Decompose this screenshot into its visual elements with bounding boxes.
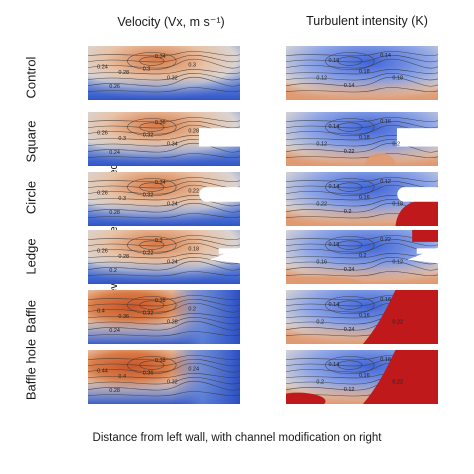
velocity-panel-square: 0.26 0.3 0.32 0.34 0.24 0.28 0.36 bbox=[88, 112, 240, 166]
contour-label: 0.32 bbox=[143, 192, 154, 198]
velocity-panel-ledge: 0.26 0.28 0.22 0.24 0.2 0.18 0.3 bbox=[88, 230, 240, 284]
contour-label: 0.12 bbox=[380, 179, 391, 185]
contour-label: 0.38 bbox=[155, 298, 166, 304]
contour-label: 0.4 bbox=[118, 374, 126, 380]
turbulence-column-title: Turbulent intensity (K) bbox=[306, 14, 428, 28]
contour-label: 0.14 bbox=[329, 184, 340, 190]
contour-label: 0.18 bbox=[380, 357, 391, 363]
contour-label: 0.32 bbox=[143, 310, 154, 316]
contour-label: 0.2 bbox=[392, 141, 400, 147]
contour-label: 0.24 bbox=[344, 327, 355, 333]
velocity-panel-baffle: 0.4 0.36 0.32 0.28 0.24 0.2 0.38 bbox=[88, 290, 240, 344]
turbulence-panel-ledge: 0.18 0.2 0.22 0.16 0.12 0.24 bbox=[286, 230, 438, 284]
contour-label: 0.22 bbox=[188, 189, 199, 195]
contour-label: 0.14 bbox=[329, 302, 340, 308]
contour-label: 0.16 bbox=[359, 373, 370, 379]
contour-label: 0.32 bbox=[167, 379, 178, 385]
contour-label: 0.22 bbox=[316, 201, 327, 207]
contour-label: 0.28 bbox=[118, 70, 129, 76]
contour-label: 0.24 bbox=[188, 367, 199, 373]
contour-label: 0.16 bbox=[329, 58, 340, 64]
contour-label: 0.28 bbox=[109, 388, 120, 394]
contour-label: 0.18 bbox=[392, 201, 403, 207]
contour-label: 0.24 bbox=[109, 328, 120, 334]
contour-label: 0.34 bbox=[155, 180, 166, 186]
contour-label: 0.3 bbox=[188, 63, 196, 69]
contour-label: 0.12 bbox=[344, 387, 355, 393]
contour-label: 0.44 bbox=[97, 369, 108, 375]
contour-label: 0.26 bbox=[97, 249, 108, 255]
velocity-column-title: Velocity (Vx, m s⁻¹) bbox=[117, 15, 225, 29]
contour-label: 0.22 bbox=[344, 149, 355, 155]
contour-label: 0.36 bbox=[118, 314, 129, 320]
contour-label: 0.12 bbox=[316, 141, 327, 147]
contour-label: 0.3 bbox=[118, 196, 126, 202]
contour-label: 0.3 bbox=[118, 136, 126, 142]
contour-label: 0.2 bbox=[109, 268, 117, 274]
x-axis-label: Distance from left wall, with channel mo… bbox=[92, 432, 382, 444]
contour-label: 0.26 bbox=[97, 131, 108, 137]
contour-label: 0.24 bbox=[167, 201, 178, 207]
contour-label: 0.22 bbox=[380, 237, 391, 243]
contour-label: 0.14 bbox=[380, 53, 391, 59]
contour-label: 0.3 bbox=[155, 238, 163, 244]
contour-label: 0.22 bbox=[143, 250, 154, 256]
contour-label: 0.24 bbox=[97, 65, 108, 71]
turbulence-panel-baffle-hole: 0.14 0.16 0.18 0.2 0.22 0.12 bbox=[286, 350, 438, 404]
velocity-panel-circle: 0.26 0.3 0.32 0.24 0.28 0.22 0.34 bbox=[88, 172, 240, 226]
contour-label: 0.16 bbox=[380, 119, 391, 125]
contour-label: 0.36 bbox=[155, 120, 166, 126]
contour-label: 0.16 bbox=[359, 313, 370, 319]
contour-label: 0.24 bbox=[167, 259, 178, 265]
contour-label: 0.28 bbox=[188, 129, 199, 135]
contour-label: 0.28 bbox=[167, 319, 178, 325]
contour-label: 0.2 bbox=[316, 379, 324, 385]
contour-label: 0.12 bbox=[392, 259, 403, 265]
contour-label: 0.24 bbox=[109, 150, 120, 156]
turbulence-panel-square: 0.14 0.18 0.16 0.12 0.2 0.22 bbox=[286, 112, 438, 166]
turbulence-panel-baffle: 0.14 0.16 0.18 0.2 0.22 0.24 bbox=[286, 290, 438, 344]
contour-label: 0.14 bbox=[329, 362, 340, 368]
contour-label: 0.16 bbox=[359, 195, 370, 201]
contour-label: 0.28 bbox=[109, 210, 120, 216]
contour-label: 0.18 bbox=[392, 75, 403, 81]
contour-label: 0.18 bbox=[359, 135, 370, 141]
contour-label: 0.18 bbox=[380, 297, 391, 303]
contour-label: 0.32 bbox=[143, 132, 154, 138]
contour-label: 0.34 bbox=[167, 141, 178, 147]
contour-label: 0.38 bbox=[155, 358, 166, 364]
contour-label: 0.26 bbox=[97, 191, 108, 197]
contour-label: 0.18 bbox=[359, 69, 370, 75]
contour-label: 0.2 bbox=[316, 319, 324, 325]
turbulence-panel-circle: 0.14 0.16 0.12 0.22 0.18 0.2 bbox=[286, 172, 438, 226]
contour-label: 0.24 bbox=[344, 267, 355, 273]
contour-label: 0.22 bbox=[392, 379, 403, 385]
contour-label: 0.22 bbox=[392, 319, 403, 325]
contour-label: 0.34 bbox=[155, 54, 166, 60]
contour-label: 0.2 bbox=[359, 253, 367, 259]
contour-label: 0.14 bbox=[344, 83, 355, 89]
contour-label: 0.4 bbox=[97, 309, 105, 315]
contour-label: 0.2 bbox=[344, 209, 352, 215]
velocity-panel-control: 0.24 0.28 0.3 0.32 0.26 0.3 0.34 bbox=[88, 46, 240, 100]
velocity-panel-baffle-hole: 0.44 0.4 0.36 0.32 0.28 0.24 0.38 bbox=[88, 350, 240, 404]
contour-label: 0.14 bbox=[329, 124, 340, 130]
contour-label: 0.28 bbox=[118, 254, 129, 260]
contour-label: 0.12 bbox=[316, 75, 327, 81]
contour-label: 0.32 bbox=[167, 75, 178, 81]
contour-label: 0.2 bbox=[188, 307, 196, 313]
contour-label: 0.16 bbox=[316, 259, 327, 265]
contour-label: 0.36 bbox=[143, 370, 154, 376]
turbulence-panel-control: 0.16 0.18 0.14 0.12 0.18 0.14 bbox=[286, 46, 438, 100]
contour-label: 0.18 bbox=[329, 242, 340, 248]
contour-label: 0.3 bbox=[143, 66, 151, 72]
contour-label: 0.18 bbox=[188, 247, 199, 253]
contour-label: 0.26 bbox=[109, 84, 120, 90]
